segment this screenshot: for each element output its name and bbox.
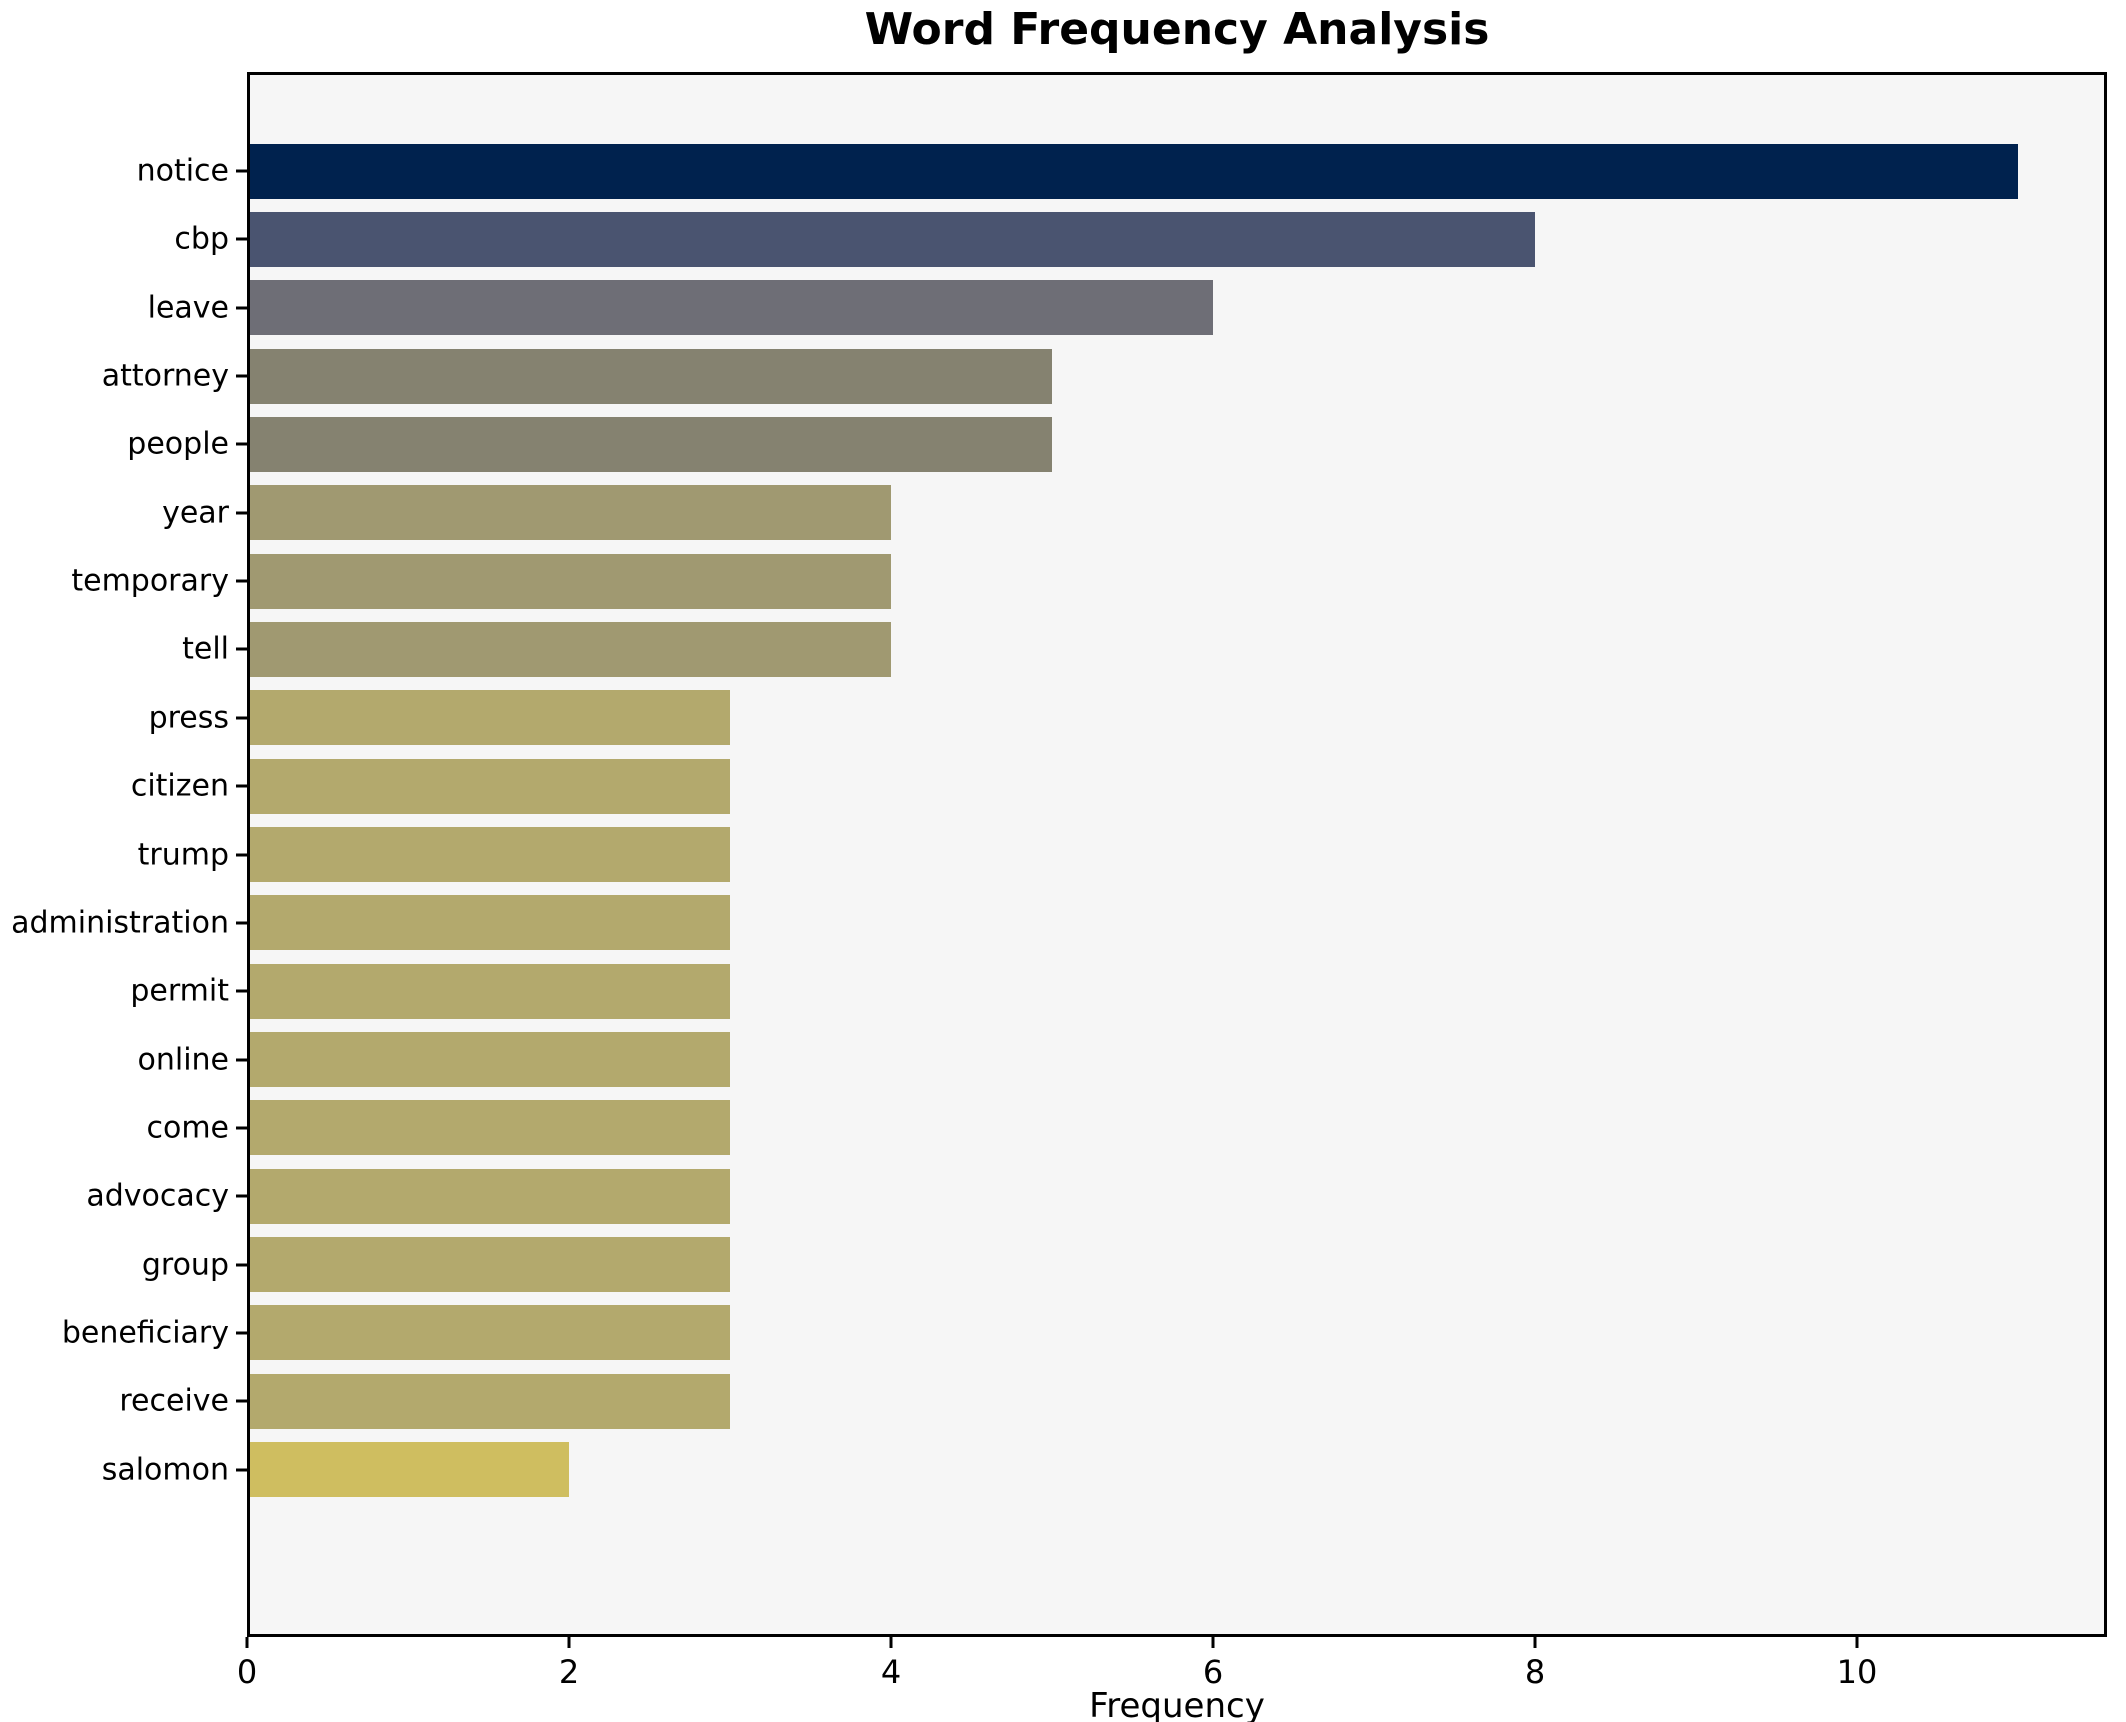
y-tick-mark [236,1263,247,1267]
y-tick-label-trump: trump [137,837,229,873]
y-tick-mark [236,374,247,378]
y-tick-label-beneficiary: beneficiary [61,1315,229,1351]
y-tick-label-notice: notice [136,153,229,189]
y-tick-mark [236,1399,247,1403]
x-tick-mark [1533,1637,1537,1648]
y-tick-mark [236,853,247,857]
y-tick-label-temporary: temporary [71,563,229,599]
x-tick-mark [889,1637,893,1648]
y-tick-mark [236,1194,247,1198]
bar-people [247,417,1052,472]
y-tick-label-group: group [141,1247,229,1283]
bar-online [247,1032,730,1087]
y-tick-mark [236,921,247,925]
bar-tell [247,622,891,677]
bar-leave [247,280,1213,335]
bar-cbp [247,212,1535,267]
y-tick-mark [236,1331,247,1335]
y-tick-mark [236,442,247,446]
plot-area [247,72,2107,1637]
bar-administration [247,895,730,950]
x-tick-label-6: 6 [1202,1653,1224,1691]
y-tick-label-advocacy: advocacy [86,1178,229,1214]
y-tick-mark [236,989,247,993]
bar-press [247,690,730,745]
x-tick-label-0: 0 [236,1653,258,1691]
x-tick-mark [245,1637,249,1648]
x-tick-label-4: 4 [880,1653,902,1691]
bar-advocacy [247,1169,730,1224]
y-tick-mark [236,169,247,173]
bar-permit [247,964,730,1019]
x-tick-label-10: 10 [1836,1653,1878,1691]
y-tick-label-year: year [162,495,229,531]
y-tick-label-tell: tell [182,631,229,667]
y-tick-mark [236,1468,247,1472]
y-tick-label-citizen: citizen [130,768,229,804]
bar-temporary [247,554,891,609]
y-tick-label-press: press [148,700,229,736]
y-tick-label-online: online [137,1042,229,1078]
y-tick-label-permit: permit [130,973,229,1009]
bar-citizen [247,759,730,814]
bar-notice [247,144,2018,199]
bar-attorney [247,349,1052,404]
bar-salomon [247,1442,569,1497]
bar-trump [247,827,730,882]
y-tick-mark [236,716,247,720]
bar-beneficiary [247,1305,730,1360]
x-tick-label-2: 2 [558,1653,580,1691]
y-tick-label-salomon: salomon [101,1452,229,1488]
y-tick-label-people: people [127,426,229,462]
x-axis-title: Frequency [1089,1686,1265,1722]
y-tick-mark [236,647,247,651]
bar-group [247,1237,730,1292]
y-tick-label-leave: leave [147,290,229,326]
y-tick-label-receive: receive [119,1383,229,1419]
y-tick-mark [236,784,247,788]
y-tick-label-attorney: attorney [101,358,229,394]
x-tick-mark [1211,1637,1215,1648]
y-tick-mark [236,511,247,515]
x-tick-label-8: 8 [1524,1653,1546,1691]
bar-receive [247,1374,730,1429]
x-tick-mark [567,1637,571,1648]
bar-come [247,1100,730,1155]
bar-year [247,485,891,540]
x-tick-mark [1855,1637,1859,1648]
y-tick-label-cbp: cbp [174,221,229,257]
chart-title: Word Frequency Analysis [864,4,1490,55]
y-tick-mark [236,579,247,583]
y-tick-mark [236,237,247,241]
y-tick-label-administration: administration [11,905,229,941]
y-tick-mark [236,1058,247,1062]
y-tick-mark [236,1126,247,1130]
y-tick-label-come: come [146,1110,229,1146]
y-tick-mark [236,306,247,310]
